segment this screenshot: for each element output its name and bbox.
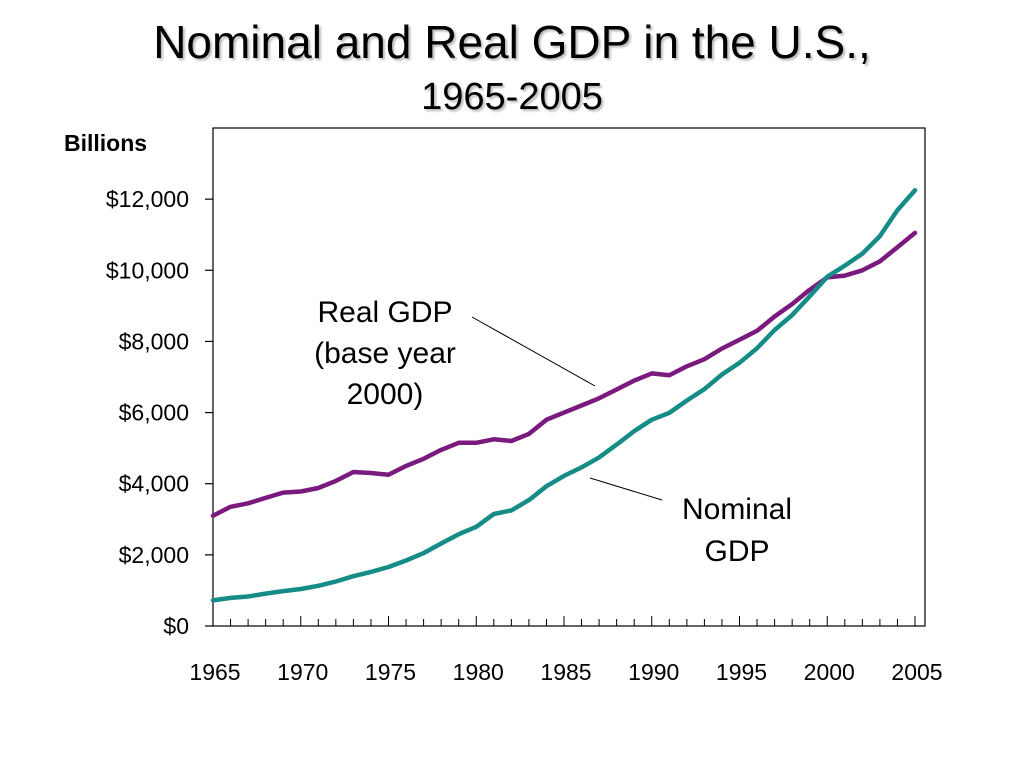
x-tick-label: 2005: [891, 659, 942, 685]
x-tick-label: 2000: [804, 659, 855, 685]
y-tick-label: $2,000: [119, 542, 189, 568]
y-tick-label: $6,000: [119, 400, 189, 426]
real-annotation-line: Real GDP: [317, 296, 452, 329]
y-tick-label: $10,000: [106, 257, 189, 283]
real-annotation-line: 2000): [347, 378, 424, 411]
x-tick-label: 1975: [365, 659, 416, 685]
chart-title-line1: Nominal and Real GDP in the U.S.,: [153, 16, 871, 68]
nominal-annotation-line: Nominal: [682, 493, 792, 526]
x-tick-label: 1995: [716, 659, 767, 685]
y-tick-label: $12,000: [106, 186, 189, 212]
y-tick-label: $0: [163, 613, 189, 639]
nominal-annotation-line: GDP: [704, 535, 769, 568]
y-tick-label: $4,000: [119, 471, 189, 497]
real-gdp-line: [210, 230, 918, 518]
x-tick-label: 1985: [540, 659, 591, 685]
x-tick-label: 1970: [277, 659, 328, 685]
real-annotation-line: (base year: [314, 337, 456, 370]
y-tick-label: $8,000: [119, 328, 189, 354]
real-annotation-leader: [471, 316, 596, 387]
plot-frame: [212, 127, 926, 627]
nominal-gdp-line: [210, 188, 918, 603]
nominal-annotation-leader: [589, 477, 663, 501]
x-tick-label: 1990: [628, 659, 679, 685]
x-tick-label: 1965: [189, 659, 240, 685]
y-axis-label: Billions: [64, 130, 148, 156]
x-tick-label: 1980: [453, 659, 504, 685]
chart-title-line2: 1965-2005: [421, 76, 603, 118]
